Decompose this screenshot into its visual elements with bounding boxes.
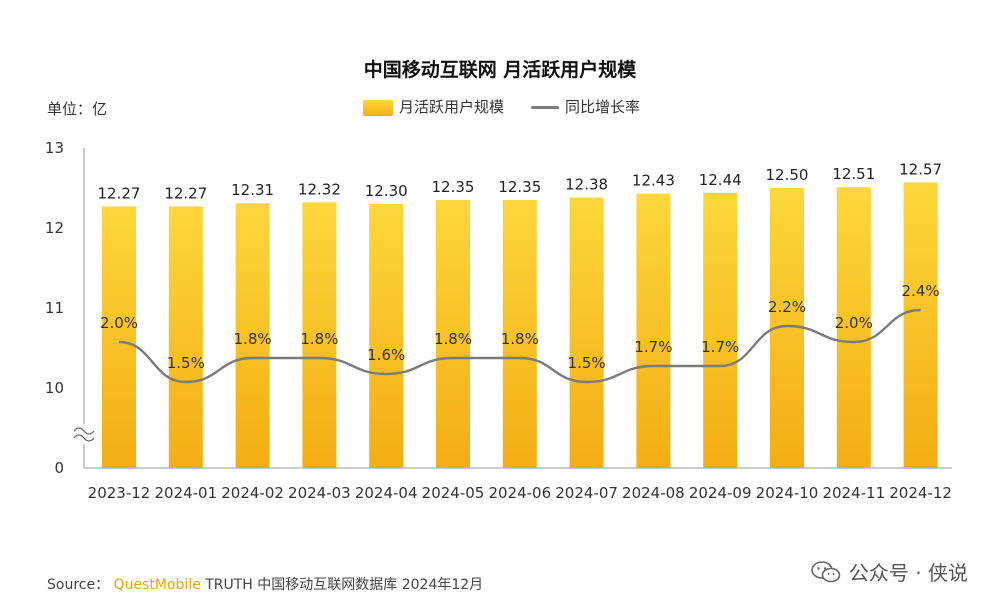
x-tick-label: 2024-07 xyxy=(555,484,618,502)
growth-rate-label: 2.4% xyxy=(902,282,940,300)
growth-rate-label: 1.5% xyxy=(568,354,606,372)
growth-rate-label: 1.8% xyxy=(434,330,472,348)
source-note: Source： QuestMobile TRUTH 中国移动互联网数据库 202… xyxy=(47,574,483,594)
bar-value-label: 12.44 xyxy=(699,171,742,189)
bar xyxy=(502,200,537,468)
bar xyxy=(102,206,136,468)
bar xyxy=(235,203,270,468)
bar-value-label: 12.51 xyxy=(832,165,875,183)
growth-rate-label: 2.0% xyxy=(835,314,873,332)
bar xyxy=(903,182,938,468)
bar-value-label: 12.38 xyxy=(565,176,608,194)
bar xyxy=(369,204,404,468)
x-tick-label: 2024-12 xyxy=(889,484,952,502)
y-tick-label: 0 xyxy=(54,459,64,477)
bar xyxy=(302,202,337,468)
legend-bar-swatch xyxy=(363,100,393,116)
legend-line-swatch xyxy=(531,106,559,109)
x-tick-label: 2024-04 xyxy=(355,484,418,502)
bar-value-label: 12.31 xyxy=(231,181,274,199)
bar-value-label: 12.30 xyxy=(365,182,408,200)
bar xyxy=(436,200,470,468)
legend-item-bar: 月活跃用户规模 xyxy=(363,96,504,117)
legend-bar-label: 月活跃用户规模 xyxy=(399,98,505,116)
bar xyxy=(168,206,203,468)
growth-rate-label: 1.8% xyxy=(300,330,338,348)
legend-item-line: 同比增长率 xyxy=(531,96,640,117)
source-brand: QuestMobile xyxy=(113,577,201,593)
unit-label: 单位：亿 xyxy=(47,100,108,118)
bar-value-label: 12.35 xyxy=(498,178,541,196)
bar-value-label: 12.27 xyxy=(164,184,207,202)
bar xyxy=(703,192,738,469)
wechat-icon xyxy=(811,560,841,582)
growth-rate-label: 1.7% xyxy=(701,338,739,356)
growth-rate-label: 2.0% xyxy=(100,314,138,332)
y-tick-label: 12 xyxy=(45,219,64,237)
bar-value-label: 12.50 xyxy=(766,166,809,184)
source-prefix: Source： xyxy=(47,577,110,593)
bar xyxy=(569,197,604,468)
x-tick-label: 2024-01 xyxy=(154,484,217,502)
growth-rate-label: 1.7% xyxy=(634,338,672,356)
bar xyxy=(836,187,871,468)
growth-rate-label: 2.2% xyxy=(768,298,806,316)
axis-break-mask xyxy=(70,424,98,444)
bar-value-label: 12.27 xyxy=(98,184,141,202)
x-tick-label: 2024-09 xyxy=(689,484,752,502)
x-tick-label: 2024-02 xyxy=(221,484,284,502)
watermark: 公众号 · 侠说 xyxy=(811,557,968,586)
watermark-text: 公众号 · 侠说 xyxy=(848,561,968,585)
y-tick-label: 11 xyxy=(45,299,64,317)
x-tick-label: 2024-05 xyxy=(422,484,485,502)
bar-value-label: 12.32 xyxy=(298,180,341,198)
x-tick-label: 2024-11 xyxy=(822,484,885,502)
x-tick-label: 2024-10 xyxy=(756,484,819,502)
growth-rate-label: 1.8% xyxy=(234,330,272,348)
growth-rate-line xyxy=(118,308,921,384)
growth-rate-label: 1.8% xyxy=(501,330,539,348)
bar-value-label: 12.57 xyxy=(899,160,942,178)
x-tick-label: 2024-06 xyxy=(488,484,551,502)
growth-rate-label: 1.6% xyxy=(367,346,405,364)
y-tick-label: 10 xyxy=(45,379,64,397)
chart-title: 中国移动互联网 月活跃用户规模 xyxy=(363,59,637,81)
bar xyxy=(636,193,671,468)
y-tick-label: 13 xyxy=(45,139,64,157)
x-tick-label: 2024-03 xyxy=(288,484,351,502)
source-suffix: TRUTH 中国移动互联网数据库 2024年12月 xyxy=(205,577,484,593)
bar-value-label: 12.43 xyxy=(632,172,675,190)
bar-value-label: 12.35 xyxy=(432,178,475,196)
growth-rate-label: 1.5% xyxy=(167,354,205,372)
x-tick-label: 2023-12 xyxy=(88,484,151,502)
x-tick-label: 2024-08 xyxy=(622,484,685,502)
axis-break-icon xyxy=(73,427,95,442)
legend-line-label: 同比增长率 xyxy=(565,98,641,116)
